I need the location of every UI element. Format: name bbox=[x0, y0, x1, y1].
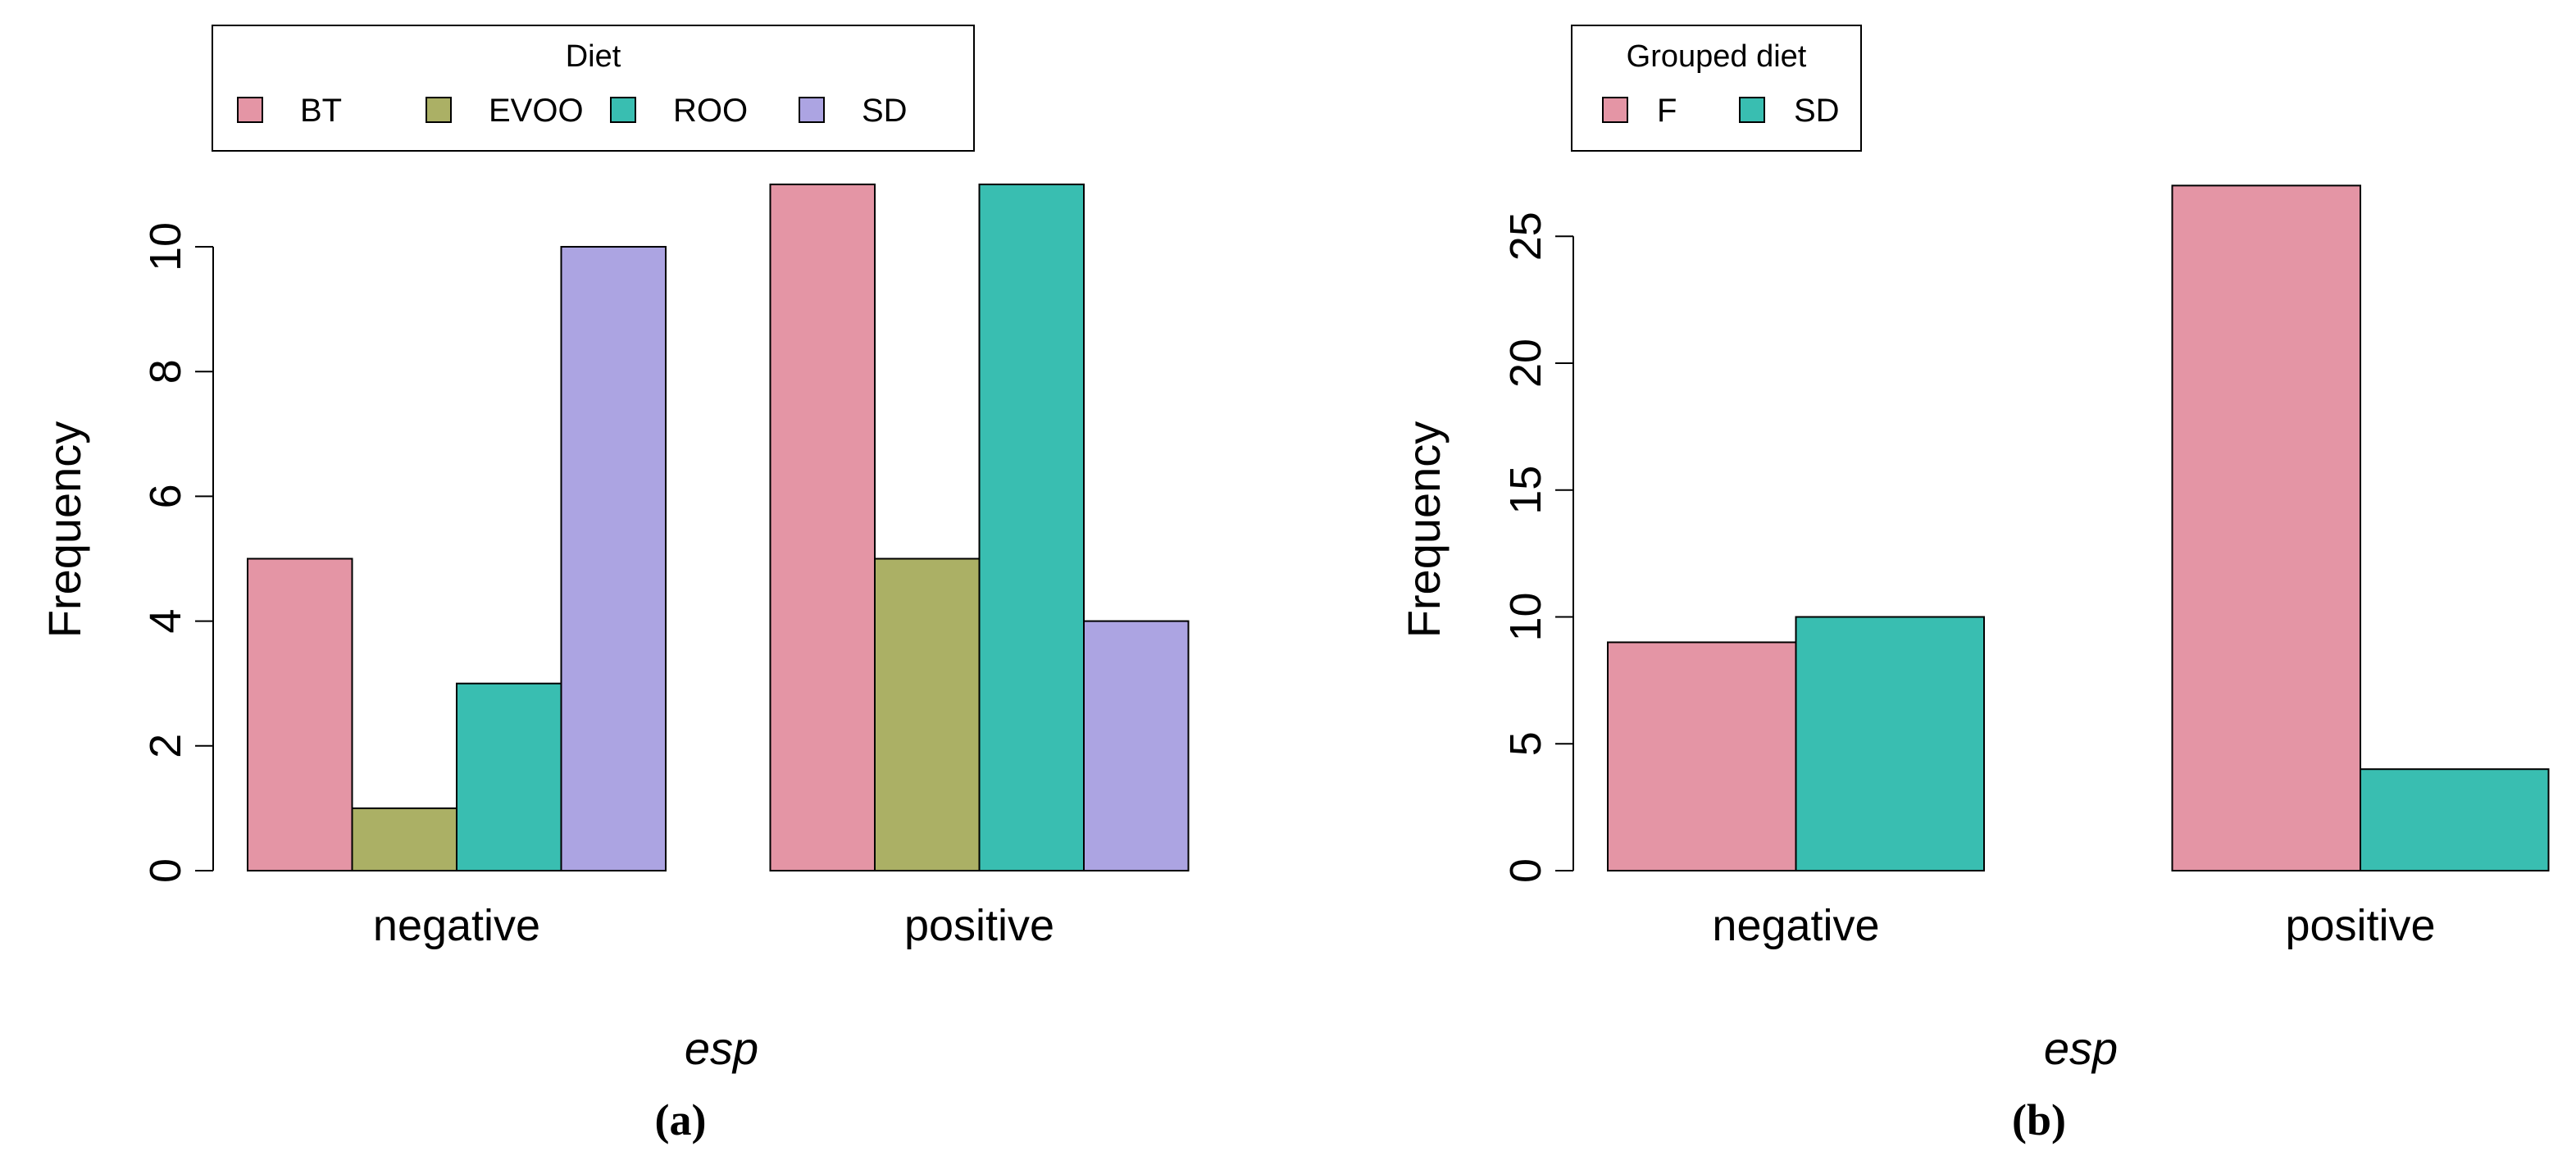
legend-swatch-roo bbox=[610, 97, 636, 123]
legend-box bbox=[212, 25, 975, 152]
legend-swatch-f bbox=[1602, 97, 1628, 123]
y-tick-label-2: 2 bbox=[141, 734, 190, 758]
y-tick-label-10: 10 bbox=[1501, 592, 1550, 641]
x-tick-label-negative: negative bbox=[1712, 901, 1879, 950]
x-tick-label-positive: positive bbox=[2285, 901, 2435, 950]
legend-swatch-evoo bbox=[426, 97, 452, 123]
x-axis-title: esp bbox=[2044, 1022, 2118, 1074]
legend-title: Diet bbox=[566, 39, 621, 74]
bar-sd-positive bbox=[1083, 620, 1190, 871]
y-axis-title: Frequency bbox=[1398, 421, 1450, 639]
chart-panel-b: negative positive 0 5 10 15 20 25 Frequency esp (b… bbox=[1398, 25, 2550, 1144]
x-axis-title: esp bbox=[685, 1022, 758, 1074]
y-tick-label-5: 5 bbox=[1501, 731, 1550, 756]
y-axis-title: Frequency bbox=[39, 421, 90, 639]
legend-swatch-bt bbox=[237, 97, 263, 123]
legend-label-evoo: EVOO bbox=[489, 93, 584, 129]
bar-sd-positive bbox=[2360, 768, 2550, 872]
bar-bt-positive bbox=[769, 183, 876, 871]
x-tick-label-negative: negative bbox=[373, 901, 540, 950]
bar-f-negative bbox=[1607, 641, 1797, 871]
y-tick-label-0: 0 bbox=[141, 858, 190, 883]
legend-label-bt: BT bbox=[300, 93, 342, 129]
panel-label: (a) bbox=[655, 1095, 707, 1144]
y-tick-label-10: 10 bbox=[141, 222, 190, 271]
bar-f-positive bbox=[2171, 184, 2361, 872]
bar-evoo-positive bbox=[874, 557, 981, 871]
bar-roo-positive bbox=[978, 183, 1085, 871]
bar-roo-negative bbox=[456, 682, 562, 872]
bar-evoo-negative bbox=[351, 807, 457, 872]
y-tick-label-20: 20 bbox=[1501, 339, 1550, 388]
legend-box bbox=[1571, 25, 1862, 152]
y-tick-label-0: 0 bbox=[1501, 858, 1550, 883]
legend-swatch-sd bbox=[799, 97, 825, 123]
legend-label-roo: ROO bbox=[673, 93, 748, 129]
x-tick-label-positive: positive bbox=[904, 901, 1054, 950]
y-tick-label-8: 8 bbox=[141, 359, 190, 384]
y-tick-label-25: 25 bbox=[1501, 212, 1550, 261]
legend-label-f: F bbox=[1657, 93, 1677, 129]
bar-sd-negative bbox=[1795, 616, 1985, 871]
y-tick-label-6: 6 bbox=[141, 484, 190, 508]
chart-panel-a: negative positive 0 2 4 6 8 10 Frequency esp (a) Di… bbox=[39, 25, 1190, 1144]
bar-bt-negative bbox=[247, 557, 353, 871]
y-tick-label-15: 15 bbox=[1501, 466, 1550, 515]
panel-label: (b) bbox=[2012, 1095, 2066, 1144]
legend-label-sd: SD bbox=[1794, 93, 1840, 129]
legend-label-sd: SD bbox=[862, 93, 908, 129]
legend-swatch-sd bbox=[1739, 97, 1765, 123]
y-tick-label-4: 4 bbox=[141, 609, 190, 634]
bar-sd-negative bbox=[560, 246, 667, 871]
legend-title: Grouped diet bbox=[1627, 39, 1807, 74]
